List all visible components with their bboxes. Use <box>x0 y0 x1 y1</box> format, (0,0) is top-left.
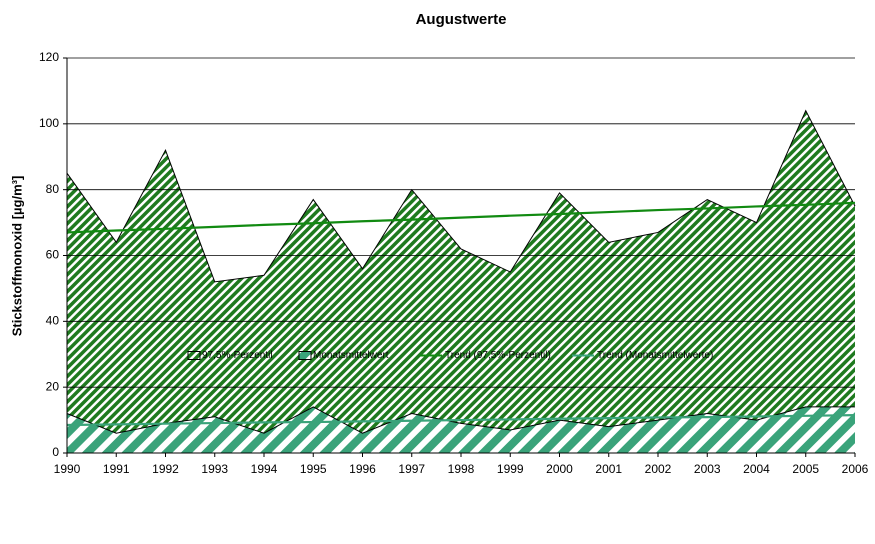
x-tick-label: 1992 <box>152 462 179 476</box>
x-tick-label: 1996 <box>349 462 376 476</box>
x-tick-label: 2006 <box>842 462 869 476</box>
x-tick-label: 1994 <box>251 462 278 476</box>
legend-label: 97,5%-Perzentil <box>202 350 273 361</box>
area-outline <box>66 406 855 434</box>
legend-label: Monatsmittelwert <box>313 350 389 361</box>
y-tick-label: 0 <box>52 445 59 459</box>
y-tick-label: 100 <box>39 116 59 130</box>
y-tick-label: 40 <box>46 314 60 328</box>
legend-label: Trend (97,5%-Perzentil) <box>445 350 551 361</box>
x-tick-label: 2000 <box>546 462 573 476</box>
x-tick-label: 2005 <box>792 462 819 476</box>
chart-title: Augustwerte <box>416 11 507 28</box>
area <box>67 406 855 453</box>
x-tick-label: 1995 <box>300 462 327 476</box>
y-tick-label: 60 <box>46 248 60 262</box>
y-axis-label: Stickstoffmonoxid [µg/m³] <box>9 176 24 337</box>
area <box>67 110 855 454</box>
x-tick-label: 2002 <box>645 462 672 476</box>
x-tick-label: 2003 <box>694 462 721 476</box>
x-tick-label: 1997 <box>398 462 425 476</box>
legend-label: Trend (Monatsmittelwerte) <box>597 350 713 361</box>
x-tick-label: 1993 <box>201 462 228 476</box>
x-tick-label: 1998 <box>448 462 475 476</box>
x-tick-label: 1990 <box>54 462 81 476</box>
legend-swatch <box>187 351 201 360</box>
x-tick-label: 2001 <box>595 462 622 476</box>
trend-line <box>66 201 856 234</box>
y-tick-label: 20 <box>46 379 60 393</box>
y-tick-label: 80 <box>46 182 60 196</box>
x-tick-label: 1991 <box>103 462 130 476</box>
y-tick-label: 120 <box>39 50 59 64</box>
trend-line <box>66 414 856 427</box>
x-tick-label: 1999 <box>497 462 524 476</box>
legend-swatch <box>298 351 312 360</box>
x-tick-label: 2004 <box>743 462 770 476</box>
